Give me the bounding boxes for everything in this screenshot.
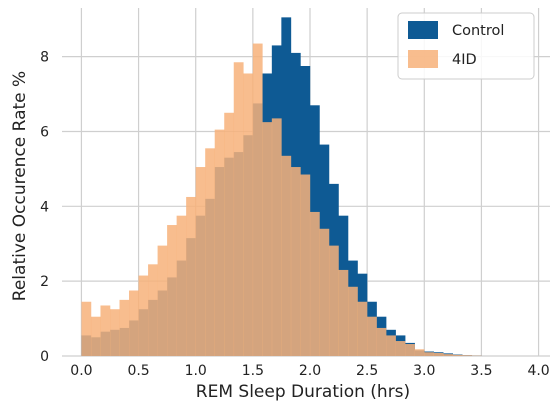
- x-tick-label: 3.0: [413, 363, 435, 379]
- y-tick-label: 8: [40, 50, 49, 66]
- bar-4id: [91, 317, 101, 356]
- x-axis-ticks: 0.0 0.5 1.0 1.5 2.0 2.5 3.0 3.5 4.0: [70, 363, 549, 379]
- x-tick-label: 4.0: [527, 363, 549, 379]
- bar-4id: [243, 73, 253, 356]
- bar-4id: [100, 305, 110, 356]
- bar-4id: [424, 352, 434, 356]
- bar-4id: [443, 354, 453, 356]
- bar-4id: [158, 246, 168, 356]
- legend-label-control: Control: [452, 23, 504, 39]
- y-axis-label: Relative Occurence Rate %: [10, 71, 30, 301]
- x-tick-label: 1.0: [185, 363, 207, 379]
- bar-4id: [186, 197, 196, 356]
- bar-4id: [338, 270, 348, 356]
- bar-4id: [234, 62, 244, 356]
- bar-4id: [215, 130, 225, 356]
- y-tick-label: 4: [40, 199, 49, 215]
- x-tick-label: 2.0: [299, 363, 321, 379]
- bar-4id: [329, 246, 339, 356]
- bar-4id: [415, 349, 425, 356]
- bar-4id: [129, 291, 139, 356]
- bar-4id: [148, 264, 158, 356]
- bar-4id: [139, 276, 149, 356]
- x-tick-label: 1.5: [242, 363, 264, 379]
- x-tick-label: 3.5: [470, 363, 492, 379]
- bar-4id: [377, 328, 387, 356]
- bar-4id: [110, 309, 120, 356]
- bar-4id: [396, 341, 406, 356]
- bar-4id: [319, 229, 329, 356]
- x-tick-label: 0.0: [70, 363, 92, 379]
- bar-4id: [367, 317, 377, 356]
- bar-4id: [310, 212, 320, 356]
- bar-4id: [386, 335, 396, 356]
- x-tick-label: 2.5: [356, 363, 378, 379]
- y-tick-label: 2: [40, 274, 49, 290]
- bar-4id: [196, 167, 206, 356]
- bar-4id: [272, 118, 282, 356]
- bar-4id: [253, 44, 263, 356]
- bar-4id: [358, 302, 368, 356]
- bar-4id: [281, 156, 291, 356]
- legend: Control 4ID: [398, 13, 534, 79]
- bar-4id: [405, 344, 415, 356]
- bar-4id: [348, 287, 358, 356]
- legend-swatch-4id: [408, 50, 438, 68]
- bar-4id: [291, 167, 301, 356]
- bar-4id: [177, 216, 187, 356]
- bar-4id: [167, 225, 177, 356]
- y-tick-label: 0: [40, 349, 49, 365]
- bar-4id: [462, 355, 472, 356]
- bar-4id: [120, 300, 130, 356]
- legend-label-4id: 4ID: [452, 52, 477, 68]
- x-axis-label: REM Sleep Duration (hrs): [196, 382, 410, 402]
- y-tick-label: 6: [40, 124, 49, 140]
- bar-4id: [262, 122, 272, 356]
- bar-4id: [205, 148, 215, 356]
- legend-swatch-control: [408, 21, 438, 39]
- bar-4id: [453, 355, 463, 356]
- bar-4id: [81, 302, 91, 356]
- bar-4id: [434, 353, 444, 356]
- x-tick-label: 0.5: [127, 363, 149, 379]
- bar-4id: [224, 113, 234, 356]
- bar-4id: [300, 175, 310, 356]
